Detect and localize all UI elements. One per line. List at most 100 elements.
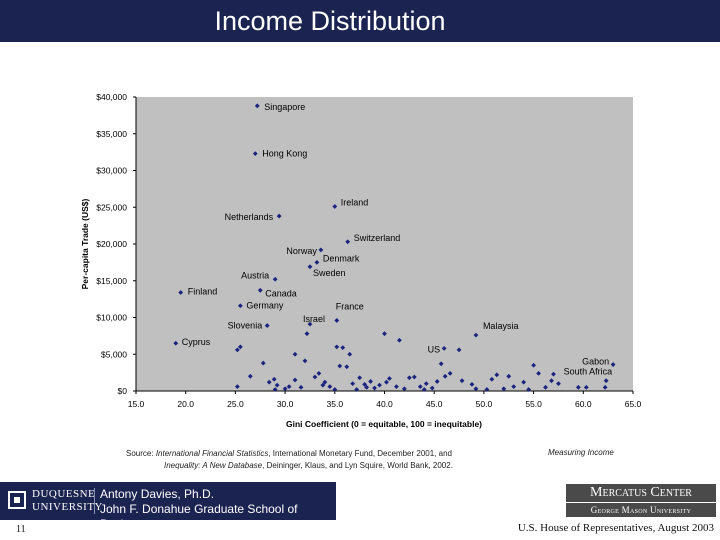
labeled-data-point bbox=[272, 276, 278, 282]
data-point bbox=[447, 370, 453, 376]
data-point bbox=[411, 374, 417, 380]
y-tick-label: $35,000 bbox=[96, 129, 127, 139]
x-tick-label: 25.0 bbox=[227, 399, 244, 409]
data-point bbox=[429, 385, 435, 391]
point-label: Finland bbox=[188, 287, 218, 297]
slide-title: Income Distribution bbox=[214, 6, 446, 36]
data-point bbox=[531, 362, 536, 368]
data-point bbox=[401, 386, 407, 392]
data-point bbox=[274, 382, 280, 388]
data-point bbox=[521, 379, 527, 385]
data-point bbox=[347, 351, 353, 357]
data-point bbox=[536, 370, 541, 376]
data-point bbox=[384, 379, 389, 385]
data-point bbox=[368, 379, 373, 384]
point-label: Ireland bbox=[341, 198, 369, 208]
y-tick-label: $20,000 bbox=[96, 239, 127, 249]
plot-area bbox=[136, 97, 633, 391]
source-ref-inequality: Inequality: A New Database bbox=[164, 461, 263, 470]
data-point bbox=[320, 382, 326, 388]
data-point bbox=[372, 385, 377, 391]
labeled-data-point bbox=[603, 378, 609, 384]
labeled-data-point bbox=[307, 321, 313, 327]
x-tick-label: 65.0 bbox=[625, 399, 642, 409]
x-tick-label: 20.0 bbox=[177, 399, 194, 409]
data-point bbox=[377, 382, 382, 388]
data-point bbox=[406, 375, 412, 381]
y-tick-label: $10,000 bbox=[96, 313, 127, 323]
data-point bbox=[364, 384, 370, 390]
point-label: South Africa bbox=[564, 367, 613, 377]
x-tick-label: 15.0 bbox=[128, 399, 145, 409]
labeled-data-point bbox=[178, 290, 184, 295]
labeled-data-point bbox=[254, 103, 260, 109]
mercatus-university-name: George Mason University bbox=[566, 503, 716, 517]
y-tick-label: $0 bbox=[118, 386, 128, 396]
labeled-data-point bbox=[334, 318, 340, 323]
footer-note: U.S. House of Representatives, August 20… bbox=[517, 522, 714, 534]
source-prefix: Source: bbox=[126, 449, 154, 458]
data-point bbox=[438, 361, 444, 367]
y-axis-ticks: $0 $5,000 $10,000 $15,000 $20,000 $25,000 $30,… bbox=[96, 92, 136, 396]
y-tick-label: $25,000 bbox=[96, 202, 127, 212]
labeled-data-point bbox=[173, 340, 179, 346]
data-point bbox=[602, 384, 608, 390]
point-label: Gabon bbox=[582, 357, 609, 367]
data-point bbox=[423, 381, 429, 387]
x-axis-label: Gini Coefficient (0 = equitable, 100 = i… bbox=[286, 419, 482, 429]
data-point bbox=[344, 364, 350, 370]
source-ref-ifs-rest: , International Monetary Fund, December … bbox=[268, 449, 452, 458]
source-ref-inequality-rest: , Deininger, Klaus, and Lyn Squire, Worl… bbox=[262, 461, 453, 470]
scatter-chart: $0 $5,000 $10,000 $15,000 $20,000 $25,000 $30,… bbox=[80, 92, 642, 429]
data-point bbox=[575, 384, 581, 390]
data-point bbox=[506, 373, 512, 379]
author-name: Antony Davies, Ph.D. bbox=[100, 487, 215, 501]
data-point bbox=[340, 345, 346, 351]
mercatus-logo: Mercatus Center George Mason University bbox=[566, 482, 716, 520]
data-point bbox=[469, 381, 475, 387]
point-label: Switzerland bbox=[354, 233, 401, 243]
data-point bbox=[282, 386, 288, 392]
labeled-data-point bbox=[473, 332, 479, 338]
data-point bbox=[397, 337, 402, 343]
data-point bbox=[489, 376, 495, 382]
institution-name: DUQUESNE UNIVERSITY bbox=[32, 488, 103, 514]
point-label: Austria bbox=[241, 270, 269, 280]
data-point bbox=[354, 387, 360, 392]
duquesne-banner: DUQUESNE UNIVERSITY Antony Davies, Ph.D.… bbox=[0, 482, 336, 531]
y-tick-label: $30,000 bbox=[96, 166, 127, 176]
labeled-data-point bbox=[252, 151, 258, 156]
point-label: Canada bbox=[265, 288, 297, 298]
labeled-data-point bbox=[237, 303, 243, 309]
data-point bbox=[302, 358, 308, 364]
author-school: John F. Donahue Graduate School of Busin… bbox=[100, 502, 298, 531]
data-point bbox=[292, 377, 298, 383]
y-axis-label: Per-capita Trade (US$) bbox=[80, 198, 90, 289]
data-point bbox=[332, 387, 338, 392]
data-point bbox=[551, 371, 556, 377]
labeled-data-point bbox=[314, 259, 320, 265]
point-label: Netherlands bbox=[225, 212, 274, 222]
data-point bbox=[442, 373, 448, 379]
page-number: 11 bbox=[16, 524, 26, 535]
data-point bbox=[304, 331, 310, 337]
data-point bbox=[350, 381, 356, 387]
source-ref-measuring-income: Measuring Income bbox=[548, 448, 614, 457]
x-axis-ticks: 15.0 20.0 25.0 30.0 35.0 40.0 45.0 50.0 55.0 60.0… bbox=[128, 391, 642, 409]
point-label: Malaysia bbox=[483, 321, 519, 331]
data-point bbox=[322, 379, 328, 385]
institution-line2: UNIVERSITY bbox=[32, 501, 103, 513]
labeled-data-point bbox=[257, 287, 263, 293]
labeled-data-point bbox=[276, 213, 282, 219]
data-point bbox=[382, 331, 387, 337]
data-point bbox=[421, 387, 427, 392]
labeled-data-point bbox=[332, 204, 338, 209]
data-point bbox=[434, 379, 440, 384]
data-point bbox=[234, 384, 240, 389]
data-point bbox=[494, 372, 500, 378]
x-tick-label: 40.0 bbox=[376, 399, 393, 409]
x-tick-label: 60.0 bbox=[575, 399, 592, 409]
point-label: Slovenia bbox=[228, 321, 263, 331]
y-tick-label: $40,000 bbox=[96, 92, 127, 102]
data-point bbox=[237, 344, 243, 350]
